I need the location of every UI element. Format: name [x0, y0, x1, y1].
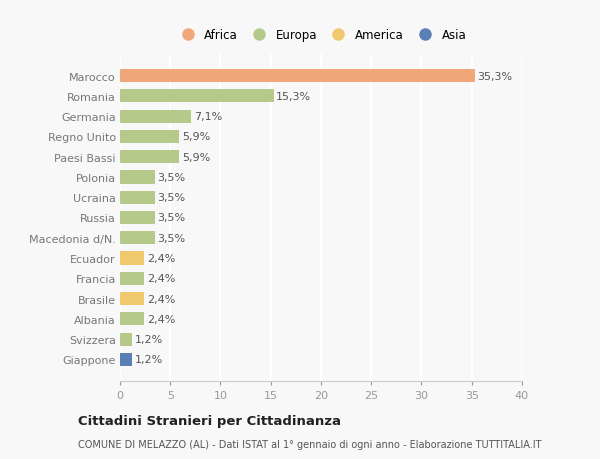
Bar: [120, 353, 132, 366]
Bar: [120, 151, 179, 164]
Bar: [120, 252, 144, 265]
Text: 35,3%: 35,3%: [477, 72, 512, 81]
Text: 7,1%: 7,1%: [194, 112, 222, 122]
Bar: [120, 70, 475, 83]
Text: 1,2%: 1,2%: [134, 334, 163, 344]
Bar: [120, 171, 155, 184]
Bar: [120, 232, 155, 245]
Text: 2,4%: 2,4%: [146, 274, 175, 284]
Bar: [120, 90, 274, 103]
Text: 5,9%: 5,9%: [182, 132, 210, 142]
Bar: [120, 272, 144, 285]
Text: 2,4%: 2,4%: [146, 253, 175, 263]
Bar: [120, 333, 132, 346]
Text: 2,4%: 2,4%: [146, 314, 175, 324]
Text: 3,5%: 3,5%: [158, 193, 186, 203]
Text: 2,4%: 2,4%: [146, 294, 175, 304]
Text: Cittadini Stranieri per Cittadinanza: Cittadini Stranieri per Cittadinanza: [78, 414, 341, 428]
Legend: Africa, Europa, America, Asia: Africa, Europa, America, Asia: [172, 25, 470, 45]
Bar: [120, 191, 155, 204]
Bar: [120, 212, 155, 224]
Bar: [120, 292, 144, 306]
Bar: [120, 130, 179, 144]
Text: COMUNE DI MELAZZO (AL) - Dati ISTAT al 1° gennaio di ogni anno - Elaborazione TU: COMUNE DI MELAZZO (AL) - Dati ISTAT al 1…: [78, 440, 542, 449]
Text: 1,2%: 1,2%: [134, 355, 163, 364]
Text: 15,3%: 15,3%: [276, 92, 311, 102]
Text: 5,9%: 5,9%: [182, 152, 210, 162]
Text: 3,5%: 3,5%: [158, 233, 186, 243]
Text: 3,5%: 3,5%: [158, 173, 186, 183]
Bar: [120, 313, 144, 326]
Text: 3,5%: 3,5%: [158, 213, 186, 223]
Bar: [120, 110, 191, 123]
